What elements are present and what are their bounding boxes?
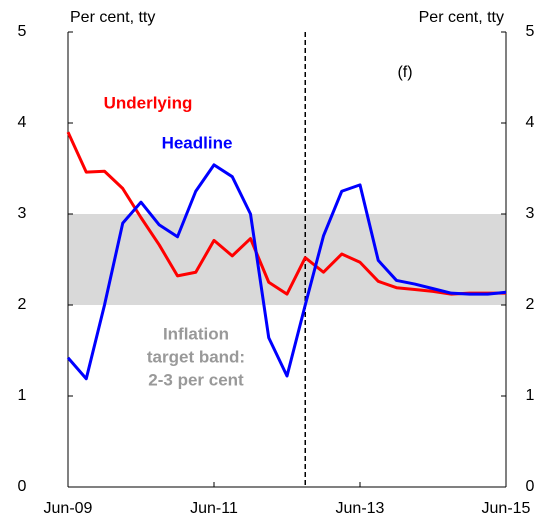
y2-tick-label: 1: [526, 387, 535, 404]
y-tick-label: 2: [18, 296, 27, 313]
y2-tick-label: 3: [526, 205, 535, 222]
y-tick-label: 0: [18, 478, 27, 495]
legend-label: Underlying: [104, 93, 193, 112]
y2-tick-label: 0: [526, 478, 535, 495]
y-tick-label: 1: [18, 387, 27, 404]
band-label: Inflation: [163, 324, 229, 343]
y2-tick-label: 4: [526, 114, 535, 131]
x-tick-label: Jun-15: [482, 500, 531, 517]
y2-axis-label: Per cent, tty: [419, 9, 504, 26]
band-label: target band:: [147, 347, 245, 366]
y-tick-label: 4: [18, 114, 27, 131]
y2-tick-label: 5: [526, 23, 535, 40]
forecast-label: (f): [397, 64, 412, 81]
band-label: 2-3 per cent: [148, 370, 244, 389]
x-tick-label: Jun-11: [190, 500, 238, 517]
y2-tick-label: 2: [526, 296, 535, 313]
y-tick-label: 5: [18, 23, 27, 40]
x-tick-label: Jun-09: [44, 500, 93, 517]
y-tick-label: 3: [18, 205, 27, 222]
y-axis-label: Per cent, tty: [70, 9, 155, 26]
series-line: [66, 131, 506, 296]
x-tick-label: Jun-13: [336, 500, 385, 517]
legend-label: Headline: [162, 133, 233, 152]
series-line: [66, 163, 507, 381]
